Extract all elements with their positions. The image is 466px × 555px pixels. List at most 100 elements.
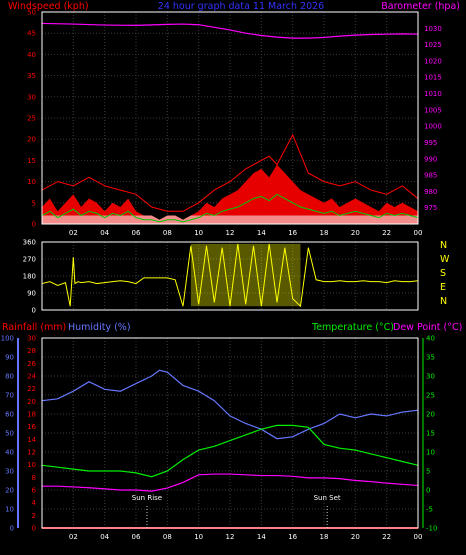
- temp-tick-label: 10: [426, 449, 435, 457]
- temp-tick-label: -10: [426, 525, 437, 533]
- compass-label-s: S: [440, 268, 446, 279]
- temp-tick-label: 5: [426, 468, 430, 476]
- humidity-tick-label: 70: [5, 392, 14, 400]
- rain-tick-label: 28: [27, 347, 36, 355]
- direction-tick-label: 0: [32, 307, 36, 315]
- chart-title: 24 hour graph data 11 March 2026: [158, 1, 324, 12]
- compass-label-n-top: N: [440, 240, 447, 251]
- compass-label-w: W: [440, 254, 450, 265]
- x-tick-label: 14: [257, 533, 266, 541]
- baro-tick-label: 975: [424, 204, 437, 212]
- humidity-tick-label: 50: [5, 430, 14, 438]
- wind-tick-label: 10: [27, 178, 36, 186]
- direction-tick-label: 180: [23, 273, 36, 281]
- humidity-tick-label: 30: [5, 468, 14, 476]
- rain-tick-label: 24: [27, 373, 36, 381]
- x-tick-label: 22: [382, 533, 391, 541]
- series-barometer-line: [41, 22, 419, 39]
- wind-tick-label: 15: [27, 157, 36, 165]
- temp-tick-label: 15: [426, 430, 435, 438]
- x-tick-label: 08: [163, 229, 172, 237]
- x-tick-label: 00: [414, 533, 423, 541]
- rain-tick-label: 10: [27, 461, 36, 469]
- humidity-tick-label: 20: [5, 487, 14, 495]
- baro-tick-label: 1025: [424, 41, 442, 49]
- temp-tick-label: 35: [426, 354, 435, 362]
- baro-tick-label: 1010: [424, 90, 442, 98]
- compass-label-n-bottom: N: [440, 296, 447, 307]
- axes-layer: 0510152025303540455097598098599099510001…: [1, 9, 442, 542]
- temp-tick-label: 40: [426, 335, 435, 343]
- direction-tick-label: 360: [23, 239, 36, 247]
- rain-tick-label: 8: [32, 474, 36, 482]
- wind-tick-label: 35: [27, 72, 36, 80]
- x-tick-label: 04: [100, 533, 109, 541]
- x-tick-label: 02: [69, 533, 78, 541]
- rainfall-axis-label: Rainfall (mm): [2, 322, 66, 333]
- temp-tick-label: 20: [426, 411, 435, 419]
- rain-tick-label: 16: [27, 423, 36, 431]
- baro-tick-label: 990: [424, 155, 437, 163]
- panel-frame-2: [41, 241, 419, 311]
- wind-tick-label: 5: [32, 199, 36, 207]
- x-tick-label: 20: [351, 229, 360, 237]
- x-tick-label: 12: [226, 533, 235, 541]
- series-dew-point-line: [42, 473, 419, 492]
- series-wind-direction-variable-band: [190, 243, 301, 307]
- rain-tick-label: 18: [27, 411, 36, 419]
- x-tick-label: 06: [132, 229, 141, 237]
- baro-tick-label: 1030: [424, 25, 442, 33]
- rain-tick-label: 2: [32, 512, 36, 520]
- humidity-tick-label: 60: [5, 411, 14, 419]
- rain-tick-label: 4: [32, 499, 37, 507]
- humidity-axis-label: Humidity (%): [68, 322, 131, 333]
- rain-tick-label: 14: [27, 436, 36, 444]
- x-tick-label: 10: [194, 229, 203, 237]
- rain-tick-label: 20: [27, 398, 36, 406]
- baro-tick-label: 995: [424, 139, 437, 147]
- x-tick-label: 16: [288, 533, 297, 541]
- rain-tick-label: 6: [32, 487, 37, 495]
- wind-tick-label: 25: [27, 115, 36, 123]
- x-tick-label: 20: [351, 533, 360, 541]
- compass-label-e: E: [440, 282, 446, 293]
- dewpoint-axis-label: Dew Point (°C): [393, 322, 462, 333]
- temp-tick-label: 25: [426, 392, 435, 400]
- wind-tick-label: 0: [32, 221, 36, 229]
- sun-marker-label: Sun Rise: [132, 494, 162, 502]
- series-wind-average-line: [41, 193, 419, 223]
- temperature-axis-label: Temperature (°C): [311, 322, 394, 333]
- baro-tick-label: 980: [424, 188, 437, 196]
- wind-tick-label: 30: [27, 93, 36, 101]
- humidity-tick-label: 80: [5, 373, 14, 381]
- panel-frame-1: [41, 11, 419, 225]
- rain-tick-label: 26: [27, 360, 36, 368]
- x-tick-label: 12: [226, 229, 235, 237]
- x-tick-label: 10: [194, 533, 203, 541]
- x-tick-label: 16: [288, 229, 297, 237]
- wind-tick-label: 20: [27, 136, 36, 144]
- x-tick-label: 18: [320, 229, 329, 237]
- x-tick-label: 00: [414, 229, 423, 237]
- series-wind-lull-band: [42, 215, 418, 224]
- series-humidity-line: [41, 369, 419, 440]
- x-tick-label: 08: [163, 533, 172, 541]
- x-tick-label: 18: [320, 533, 329, 541]
- humidity-tick-label: 10: [5, 506, 14, 514]
- series-temperature-line: [41, 424, 419, 478]
- baro-tick-label: 985: [424, 172, 437, 180]
- wind-tick-label: 45: [27, 30, 36, 38]
- sun-marker-label: Sun Set: [314, 494, 341, 502]
- series-layer: [41, 22, 419, 529]
- baro-tick-label: 1020: [424, 57, 442, 65]
- x-tick-label: 14: [257, 229, 266, 237]
- baro-tick-label: 1015: [424, 74, 442, 82]
- direction-tick-label: 90: [27, 290, 36, 298]
- series-wind-gust-line: [41, 133, 419, 212]
- wind-tick-label: 50: [27, 9, 36, 17]
- rain-tick-label: 0: [32, 525, 36, 533]
- x-tick-label: 04: [100, 229, 109, 237]
- humidity-tick-label: 40: [5, 449, 14, 457]
- temp-tick-label: 30: [426, 373, 435, 381]
